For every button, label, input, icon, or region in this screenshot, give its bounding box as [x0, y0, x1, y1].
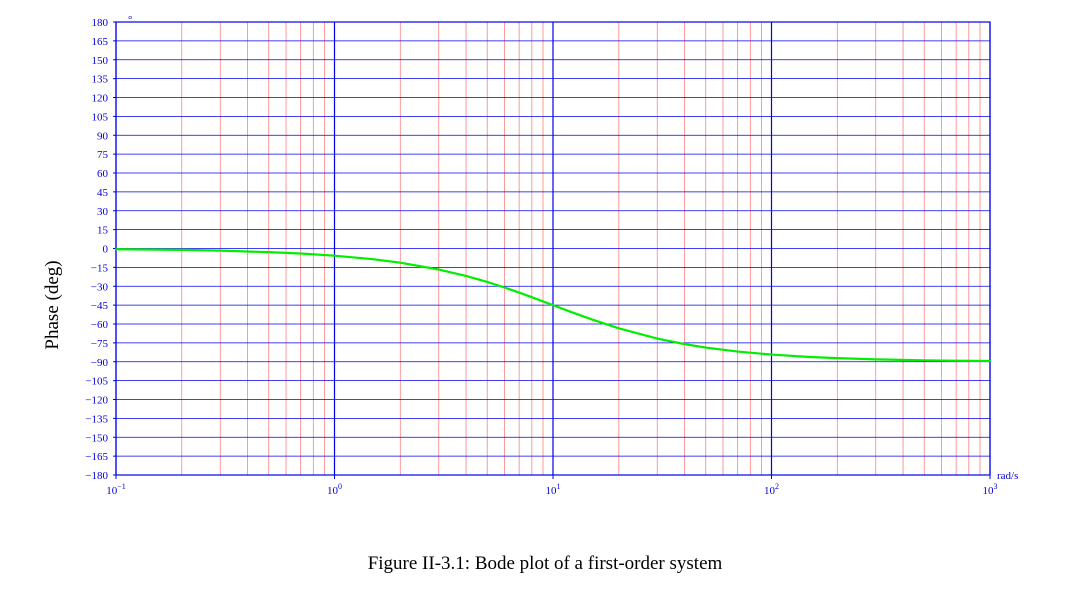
y-tick-label: −150	[85, 432, 108, 444]
x-tick-label: 102	[764, 482, 779, 497]
y-tick-label: −75	[91, 338, 109, 350]
y-tick-label: 30	[97, 206, 109, 218]
y-tick-label: 135	[92, 74, 109, 86]
degree-mark: °	[128, 14, 132, 26]
y-tick-label: 150	[92, 55, 109, 67]
y-tick-label: 180	[92, 17, 109, 29]
y-axis-label: Phase (deg)	[42, 260, 63, 349]
y-tick-label: 60	[97, 168, 109, 180]
y-tick-label: −105	[85, 376, 108, 388]
y-tick-label: 90	[97, 130, 109, 142]
y-tick-label: −180	[85, 470, 108, 482]
y-tick-label: −120	[85, 395, 108, 407]
x-unit-label: rad/s	[997, 470, 1018, 482]
y-tick-label: −30	[91, 281, 109, 293]
x-tick-label: 103	[983, 482, 998, 497]
y-tick-label: 0	[103, 244, 109, 256]
figure-caption: Figure II-3.1: Bode plot of a first-orde…	[367, 553, 723, 574]
phase-curve	[114, 248, 992, 363]
y-tick-label: 45	[97, 187, 109, 199]
y-tick-label: 120	[92, 93, 109, 105]
y-tick-label: −60	[91, 319, 109, 331]
y-tick-label: 105	[92, 111, 109, 123]
x-tick-label: 100	[327, 482, 342, 497]
bode-phase-plot: 1801651501351201059075604530150−15−30−45…	[42, 14, 1018, 497]
x-tick-label: 10−1	[106, 482, 126, 497]
y-tick-label: −90	[91, 357, 109, 369]
y-tick-label: −15	[91, 262, 109, 274]
y-tick-label: 165	[92, 36, 109, 48]
x-tick-label: 101	[546, 482, 561, 497]
y-tick-label: 15	[97, 225, 109, 237]
y-tick-label: −165	[85, 451, 108, 463]
y-tick-label: −135	[85, 413, 108, 425]
y-tick-label: −45	[91, 300, 109, 312]
y-tick-label: 75	[97, 149, 109, 161]
